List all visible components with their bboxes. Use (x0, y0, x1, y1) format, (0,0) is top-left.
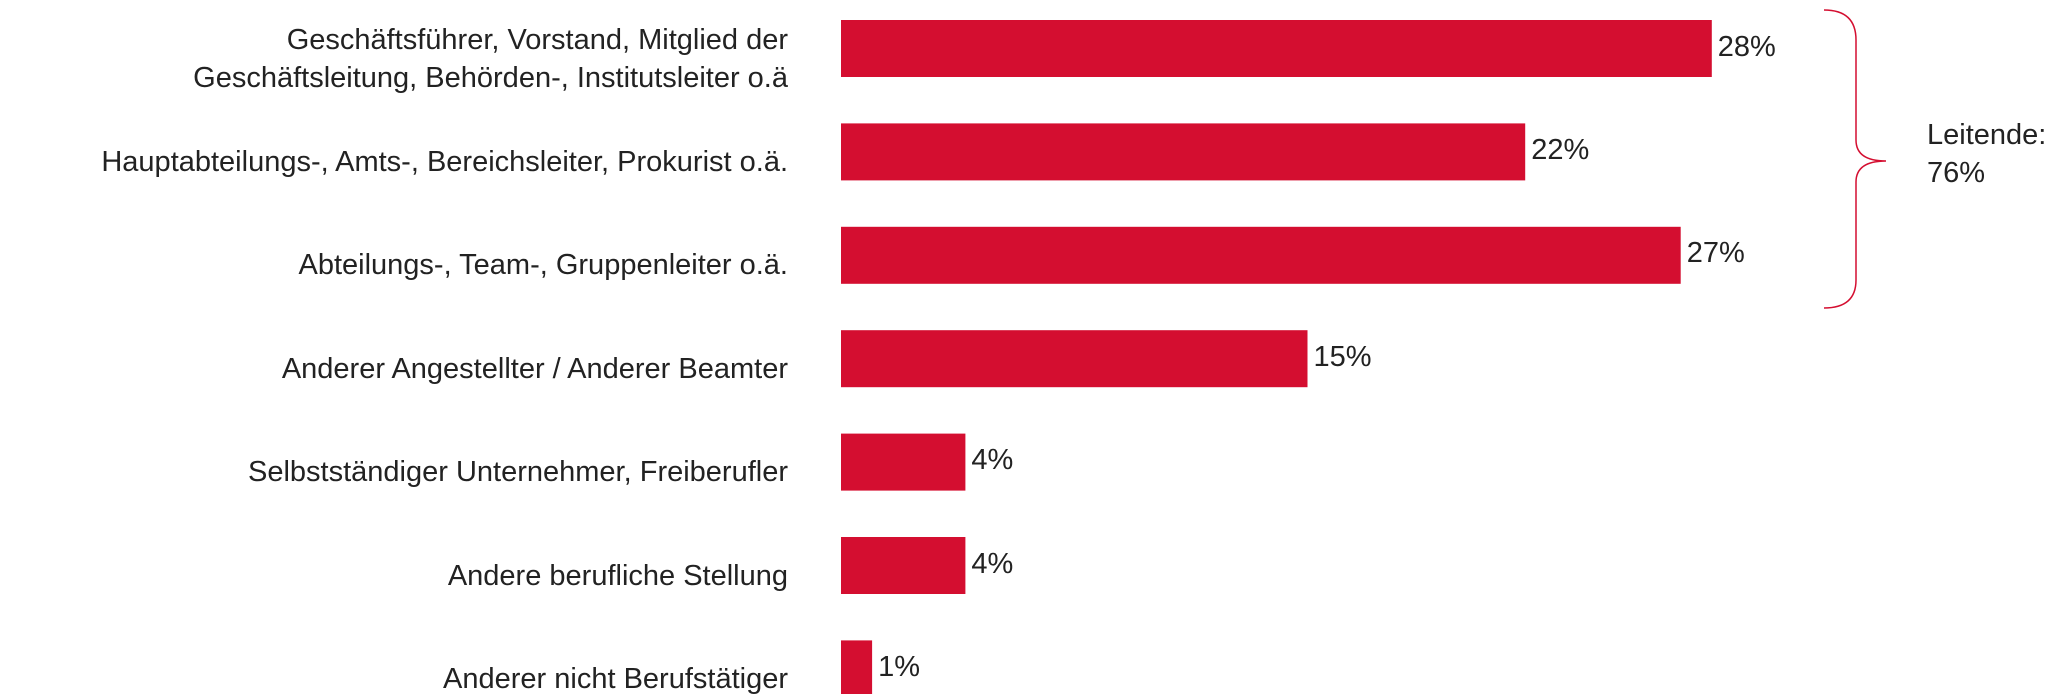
bar (841, 537, 966, 594)
category-label: Abteilungs-, Team-, Gruppenleiter o.ä. (298, 249, 788, 282)
bar (841, 330, 1308, 388)
bar (841, 123, 1526, 181)
category-label: Anderer Angestellter / Anderer Beamter (281, 352, 788, 385)
value-label: 4% (971, 444, 1014, 477)
value-label: 27% (1686, 237, 1745, 270)
annotation: Leitende: 76% (1927, 119, 2047, 189)
category-label: Andere berufliche Stellung (447, 559, 788, 592)
brace (1823, 9, 1887, 309)
bar (841, 433, 966, 491)
bar (841, 20, 1712, 77)
value-label: 15% (1313, 340, 1372, 373)
category-label: Selbstständiger Unternehmer, Freiberufle… (248, 456, 788, 489)
category-label: Geschäftsführer, Vorstand, Mitglied der … (193, 23, 788, 94)
bar (841, 226, 1681, 284)
value-label: 22% (1531, 133, 1590, 166)
category-label: Hauptabteilungs-, Amts-, Bereichsleiter,… (101, 145, 788, 178)
value-label: 1% (878, 650, 921, 683)
category-label: Anderer nicht Berufstätiger (443, 662, 788, 695)
bar (841, 640, 873, 694)
value-label: 4% (971, 547, 1014, 580)
value-label: 28% (1717, 30, 1776, 63)
